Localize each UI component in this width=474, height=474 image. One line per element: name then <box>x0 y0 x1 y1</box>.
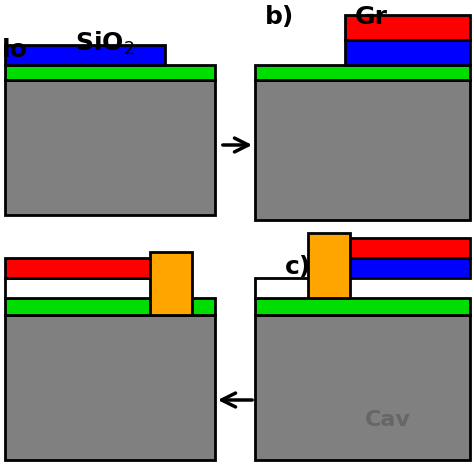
Bar <box>5 278 155 298</box>
Text: SiO$_2$: SiO$_2$ <box>75 30 135 57</box>
Bar <box>5 65 215 80</box>
Bar <box>255 315 470 460</box>
Text: b): b) <box>265 5 294 29</box>
Bar <box>5 45 165 65</box>
Bar <box>330 238 470 258</box>
Bar <box>345 15 470 40</box>
Text: c): c) <box>285 255 311 279</box>
Text: lo: lo <box>2 38 28 62</box>
Bar <box>5 80 215 215</box>
Bar <box>5 298 215 315</box>
Bar <box>255 298 470 315</box>
Bar <box>330 258 470 278</box>
Bar <box>255 80 470 220</box>
Text: Cav: Cav <box>365 410 411 430</box>
Bar <box>150 252 192 315</box>
Bar <box>308 233 350 298</box>
Bar <box>5 315 215 460</box>
Bar <box>5 258 170 278</box>
Bar <box>255 65 470 80</box>
Bar <box>255 278 330 298</box>
Bar <box>345 40 470 65</box>
Text: Gr: Gr <box>355 5 388 29</box>
